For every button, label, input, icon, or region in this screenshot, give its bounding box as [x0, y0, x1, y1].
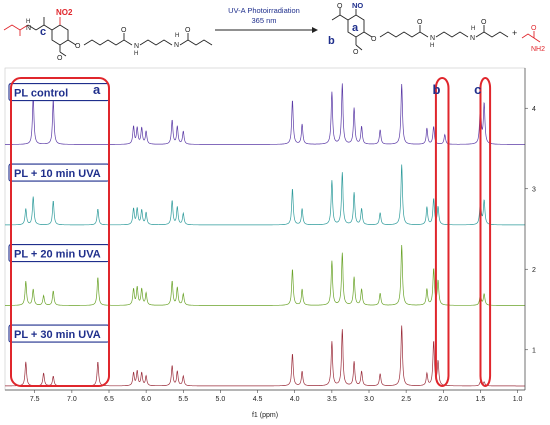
region-box-c	[479, 77, 492, 387]
product-ketone-o: O	[337, 3, 343, 10]
product-structure	[331, 8, 509, 51]
product-nitroso: NO	[352, 1, 363, 10]
product-ether-o: O	[371, 36, 377, 43]
x-tick-label-6: 5.0	[216, 396, 226, 403]
reactant-structure	[3, 17, 213, 57]
product-amide2-n: N	[470, 35, 475, 42]
y-tick-label-1: 1	[532, 347, 536, 354]
region-letter-b: b	[432, 82, 440, 97]
region-letter-c: c	[474, 82, 481, 97]
x-tick-label-10: 3.0	[364, 396, 374, 403]
x-tick-label-13: 1.5	[476, 396, 486, 403]
region-box-a	[10, 77, 110, 387]
x-tick-label-14: 1.0	[513, 396, 523, 403]
y-tick-label-2: 2	[532, 267, 536, 274]
spectrum-line-1	[5, 83, 525, 145]
reaction-arrowhead	[312, 27, 318, 33]
x-tick-label-7: 4.5	[253, 396, 263, 403]
reactant-amide3-h: H	[175, 33, 179, 39]
reactant-amide2-h: H	[134, 51, 138, 57]
x-axis-title: f1 (ppm)	[252, 412, 278, 419]
x-axis: 7.5 7.0 6.5 6.0 5.5 5.0 4.5 4.0 3.5 3.0 2.5 2.0 1.5 1…	[5, 389, 525, 403]
series-label-3: PL + 20 min UVA	[14, 249, 101, 261]
spectra-traces: PL control PL + 10 min UVA PL + 20 min UVA…	[5, 83, 525, 387]
x-tick-label-12: 2.0	[438, 396, 448, 403]
spectrum-line-2	[5, 164, 525, 226]
series-label-1: PL control	[14, 88, 68, 100]
reaction-scheme: NO2 N H O O N H H N O O c UV-A Photoirra…	[3, 1, 545, 62]
arrow-condition-1: UV-A Photoirradiation	[228, 6, 300, 15]
reactant-amide-n: N	[26, 25, 31, 32]
reactant-nitro: NO2	[56, 8, 73, 17]
product-carbonyl-o: O	[417, 19, 423, 26]
reactant-amide-h: H	[26, 19, 30, 25]
series-label-2: PL + 10 min UVA	[14, 168, 101, 180]
reactant-methoxy-o: O	[57, 55, 63, 62]
product-amide-n: N	[430, 35, 435, 42]
region-letter-a: a	[93, 82, 101, 97]
highlight-regions: a b c	[10, 77, 492, 387]
byproduct-structure	[521, 31, 541, 43]
spectrum-line-3	[5, 244, 525, 306]
x-tick-label-4: 6.0	[141, 396, 151, 403]
product-letter-a: a	[352, 22, 359, 34]
product-methoxy-o: O	[353, 49, 359, 56]
product-amide2-h: H	[471, 26, 475, 32]
x-tick-label-2: 7.0	[67, 396, 77, 403]
reactant-amide2-n: N	[134, 43, 139, 50]
product-amide-h: H	[430, 43, 434, 49]
reactant-carbonyl-o: O	[121, 27, 127, 34]
x-tick-label-1: 7.5	[30, 396, 40, 403]
x-tick-label-11: 2.5	[401, 396, 411, 403]
y-tick-label-4: 4	[532, 106, 536, 113]
x-tick-label-5: 5.5	[178, 396, 188, 403]
product-acryl-o: O	[481, 19, 487, 26]
x-tick-label-8: 4.0	[290, 396, 300, 403]
byproduct-o: O	[531, 25, 537, 32]
y-axis: 1 2 3 4	[524, 68, 536, 390]
x-tick-label-3: 6.5	[104, 396, 114, 403]
region-box-b	[434, 77, 450, 387]
y-tick-label-3: 3	[532, 186, 536, 193]
reactant-acryl-o: O	[185, 27, 191, 34]
arrow-condition-2: 365 nm	[251, 16, 276, 25]
reactant-letter-c: c	[40, 26, 46, 38]
reactant-amide3-n: N	[174, 42, 179, 49]
series-label-4: PL + 30 min UVA	[14, 329, 101, 341]
x-tick-label-9: 3.5	[327, 396, 337, 403]
scheme-plus: +	[512, 28, 517, 38]
product-letter-b: b	[328, 35, 335, 47]
reactant-ether-o1: O	[75, 43, 81, 50]
byproduct-nh2: NH2	[531, 46, 545, 53]
spectra-plot: PL control PL + 10 min UVA PL + 20 min UVA…	[4, 67, 536, 419]
